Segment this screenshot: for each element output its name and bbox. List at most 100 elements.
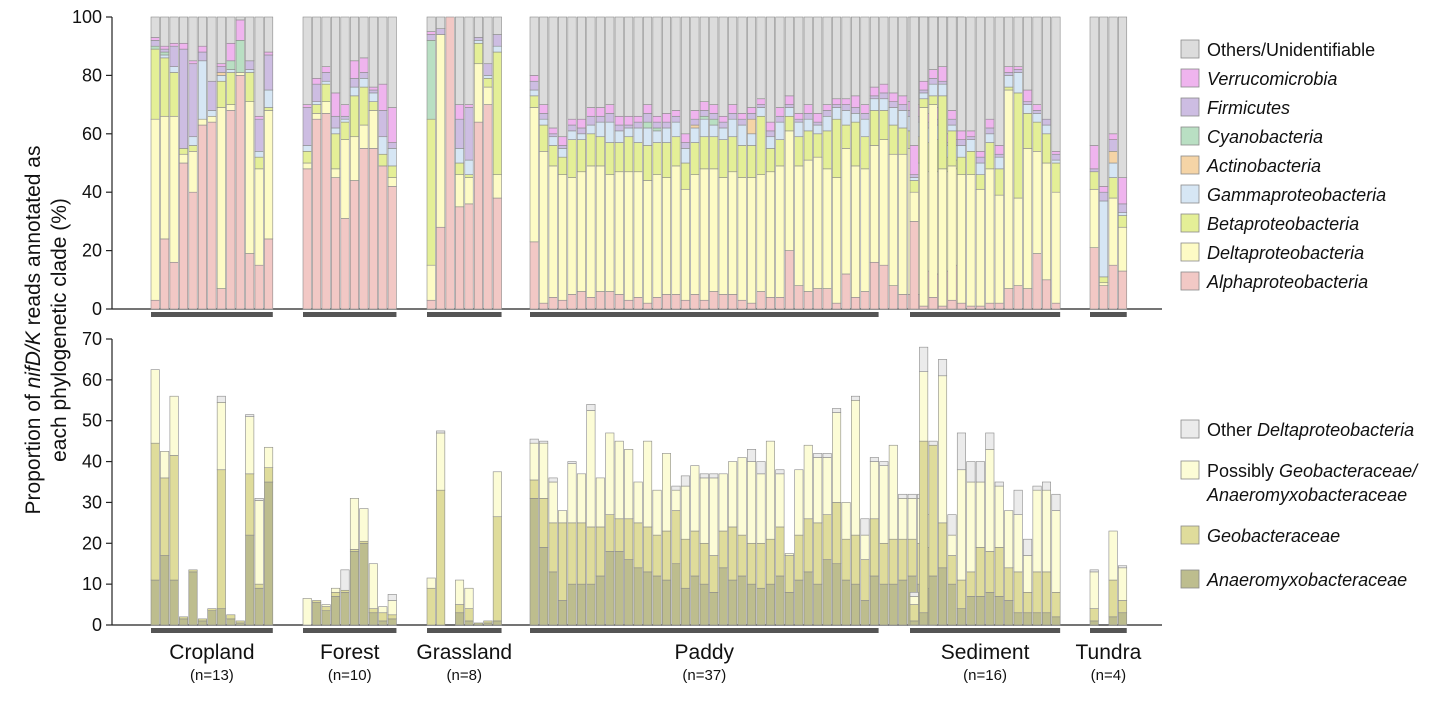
top-bar-segment-alpha (359, 148, 369, 310)
top-bar-segment-alpha (699, 299, 709, 310)
bottom-bar-segment-anaero (595, 575, 605, 626)
top-bar-segment-others (1108, 16, 1118, 135)
top-bar-segment-delta (680, 188, 690, 301)
y-axis-label-prefix: Proportion of (22, 388, 45, 514)
top-bar-segment-gamma (197, 60, 207, 120)
y-axis-label-line1: Proportion of nifD/K reads annotated as (22, 146, 45, 515)
top-bar-segment-firmicutes (994, 153, 1004, 158)
top-bar-segment-firmicutes (436, 28, 446, 35)
top-bar-segment-firmicutes (860, 113, 870, 120)
top-bar-segment-delta (349, 136, 359, 181)
group-bar-bottom-forest (303, 628, 397, 633)
top-bar-segment-alpha (245, 253, 255, 310)
top-bar-segment-beta (938, 95, 948, 170)
top-bar-segment-alpha (586, 297, 596, 310)
top-bar-segment-beta (1023, 113, 1033, 149)
bottom-bar-segment-possibly_geo (492, 471, 502, 518)
top-bar-segment-gamma (709, 124, 719, 138)
top-bar-segment-firmicutes (160, 48, 170, 53)
top-bar-segment-verruco (888, 92, 898, 102)
bottom-bar-segment-geo (207, 608, 217, 612)
y-axis-label-suffix: reads annotated as (22, 146, 45, 332)
bottom-bar-segment-possibly_geo (898, 498, 908, 540)
bottom-bar-segment-possibly_geo (699, 477, 709, 544)
top-bar-segment-delta (869, 145, 879, 263)
top-bar-segment-firmicutes (1042, 118, 1052, 126)
top-bar-segment-gamma (359, 78, 369, 88)
bottom-bar-segment-anaero (340, 592, 350, 626)
top-bar-segment-gamma (368, 92, 378, 102)
bottom-bar-segment-geo (690, 530, 700, 577)
top-bar-segment-delta (1118, 226, 1128, 272)
y-axis-label-gene: nifD/K (22, 330, 45, 388)
top-bar-segment-verruco (197, 45, 207, 53)
bottom-y-tick-label: 70 (82, 329, 102, 349)
top-bar-segment-alpha (784, 250, 794, 310)
bottom-bar-segment-possibly_geo (349, 498, 359, 550)
top-bar-segment-firmicutes (1118, 203, 1128, 213)
top-bar-segment-gamma (690, 127, 700, 143)
y-axis-label-line2: each phylogenetic clade (%) (48, 198, 71, 462)
top-bar-segment-firmicutes (728, 113, 738, 120)
bottom-bar-segment-possibly_geo (794, 469, 804, 536)
top-panel: 0 20 40 60 80 100 (72, 7, 1162, 319)
top-bar-segment-delta (652, 174, 662, 298)
bottom-bar-segment-possibly_geo (841, 502, 851, 540)
top-bar-segment-gamma (1023, 104, 1033, 114)
bottom-bar-segment-geo (160, 477, 170, 556)
top-bar-segment-others (188, 16, 198, 62)
bottom-bar-segment-geo (179, 616, 189, 620)
top-bar-segment-verruco (690, 110, 700, 120)
bottom-bar-segment-geo (197, 618, 207, 622)
bottom-bar-segment-other_delta (994, 481, 1004, 487)
top-bar-segment-alpha (822, 288, 832, 310)
bottom-bar-segment-anaero (349, 551, 359, 626)
top-bar-segment-firmicutes (216, 66, 226, 73)
top-bar-segment-delta (455, 174, 465, 208)
bottom-bar-segment-anaero (179, 618, 189, 626)
bottom-bar-segment-anaero (794, 579, 804, 626)
bottom-bar-segment-other_delta (747, 449, 757, 462)
top-bar-segment-others (985, 16, 995, 120)
top-bar-segment-verruco (1032, 104, 1042, 111)
top-bar-segment-verruco (169, 42, 179, 47)
group-label-cropland: Cropland (169, 641, 254, 664)
group-bar-bottom-sediment (910, 628, 1061, 633)
bottom-bar-segment-other_delta (813, 453, 823, 458)
top-bar-segment-firmicutes (169, 45, 179, 67)
top-bar-segment-others (643, 16, 653, 105)
bottom-bar-segment-anaero (661, 579, 671, 626)
bottom-bar-segment-anaero (775, 575, 785, 626)
top-bar-segment-others (179, 16, 189, 44)
bottom-bar-segment-geo (928, 444, 938, 577)
bottom-bar-segment-geo (567, 522, 577, 585)
top-bar-segment-alpha (539, 302, 549, 310)
bottom-bar-segment-geo (938, 522, 948, 569)
top-bar-segment-alpha (302, 168, 312, 310)
top-bar-segment-delta (150, 118, 160, 301)
top-bar-segment-verruco (548, 127, 558, 135)
top-bar-segment-delta (718, 177, 728, 295)
top-bar-segment-gamma (879, 98, 889, 111)
top-bar-segment-firmicutes (1099, 191, 1109, 202)
bottom-bar-segment-possibly_geo (888, 444, 898, 540)
top-bar-segment-beta (671, 136, 681, 167)
top-bar-segment-firmicutes (1004, 72, 1014, 76)
top-bar-segment-alpha (956, 302, 966, 310)
top-bar-segment-delta (898, 153, 908, 295)
top-bar-segment-gamma (898, 110, 908, 129)
top-bar-segment-others (605, 16, 615, 105)
top-bar-segment-others (254, 16, 264, 117)
top-bar-segment-firmicutes (567, 124, 577, 132)
bottom-bar-segment-geo (312, 600, 322, 603)
bottom-bar-segment-possibly_geo (1032, 489, 1042, 573)
top-bar-segment-delta (245, 101, 255, 254)
bottom-bar-segment-geo (860, 559, 870, 601)
top-bar-segment-others (775, 16, 785, 108)
top-bar-segment-alpha (869, 261, 879, 310)
bottom-bar-segment-other_delta (387, 594, 397, 601)
top-bar-segment-beta (680, 162, 690, 190)
top-bar-segment-verruco (576, 118, 586, 129)
top-bar-segment-firmicutes (1032, 110, 1042, 114)
top-bar-segment-delta (728, 171, 738, 295)
